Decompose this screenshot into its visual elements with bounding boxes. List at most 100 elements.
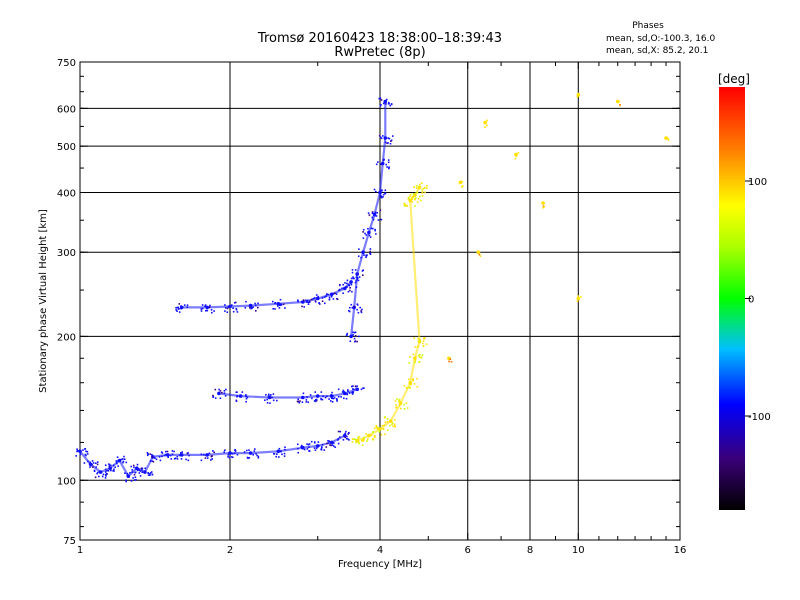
echo-dot	[342, 389, 345, 392]
echo-dot	[411, 201, 414, 203]
echo-dot	[104, 471, 107, 473]
data-point	[228, 451, 232, 455]
echo-dot	[371, 212, 374, 214]
echo-dot	[391, 423, 393, 426]
echo-dot	[149, 460, 152, 462]
echo-dot	[141, 467, 144, 470]
echo-dot	[155, 458, 158, 461]
echo-dot	[104, 477, 107, 479]
echo-dot	[141, 469, 143, 471]
echo-dot	[313, 297, 316, 299]
echo-dot	[125, 461, 128, 464]
echo-dot	[353, 331, 356, 334]
echo-dot	[272, 300, 274, 303]
echo-dot	[134, 471, 136, 474]
echo-dot	[200, 308, 203, 310]
echo-dot	[284, 446, 286, 448]
echo-dot	[210, 309, 213, 311]
y-axis-ticks: 75 100 200 300 400 500 600 750	[57, 58, 680, 547]
echo-dot	[305, 401, 308, 403]
echo-dot	[419, 339, 421, 341]
echo-dot	[255, 310, 257, 312]
echo-dot	[208, 306, 211, 308]
echo-dot	[340, 396, 342, 398]
echo-dot	[249, 307, 251, 309]
echo-dot	[369, 252, 371, 255]
echo-dot	[176, 310, 178, 312]
echo-dot	[362, 274, 364, 276]
echo-dot	[180, 452, 182, 454]
echo-dot	[351, 391, 353, 394]
echo-dot	[353, 305, 355, 308]
echo-dot	[351, 441, 354, 443]
echo-dot	[305, 299, 307, 302]
echo-dot	[115, 461, 118, 463]
echo-dot	[352, 334, 354, 336]
echo-dot	[327, 442, 330, 444]
echo-dot	[368, 234, 371, 237]
echo-dot	[272, 393, 275, 395]
data-point	[301, 300, 305, 304]
echo-dot	[281, 453, 283, 456]
echo-dot	[375, 163, 378, 166]
echo-dot	[337, 388, 340, 391]
data-point	[383, 99, 388, 104]
echo-dot	[211, 311, 213, 314]
echo-dot	[375, 215, 378, 217]
echo-dot	[417, 198, 420, 200]
echo-dot	[389, 104, 391, 107]
echo-dot	[405, 387, 408, 389]
echo-dot	[328, 398, 330, 400]
echo-dot	[91, 460, 94, 462]
echo-dot	[178, 311, 181, 313]
echo-dot	[389, 424, 391, 427]
echo-dot	[318, 302, 320, 304]
echo-dot	[331, 401, 334, 403]
echo-dot	[322, 395, 324, 398]
echo-dot	[335, 398, 338, 400]
echo-dot	[110, 469, 112, 472]
echo-dot	[341, 391, 344, 393]
echo-dot	[364, 232, 366, 235]
echo-dot	[349, 289, 351, 292]
echo-dot	[387, 137, 389, 139]
echo-dot	[409, 387, 411, 389]
echo-dot	[363, 254, 365, 256]
echo-dot	[357, 279, 360, 282]
echo-dot	[271, 396, 273, 399]
x-axis-ticks: 1 2 4 6 8 10 16	[77, 62, 686, 556]
echo-dot	[213, 310, 215, 312]
echo-dot	[328, 296, 331, 299]
echo-dot	[308, 443, 311, 445]
echo-dot	[318, 444, 320, 447]
echo-dot	[390, 139, 393, 142]
echo-dot	[257, 306, 259, 309]
echo-dot	[384, 138, 386, 140]
echo-dot	[343, 397, 345, 400]
echo-dot	[406, 407, 409, 409]
echo-dot	[280, 303, 282, 305]
echo-dot	[362, 231, 364, 233]
echo-dot	[414, 346, 417, 348]
echo-dot	[132, 477, 134, 479]
echo-dot	[270, 394, 272, 396]
echo-dot	[306, 448, 309, 450]
echo-dot	[380, 196, 383, 199]
echo-dot	[112, 464, 115, 467]
echo-dot	[139, 475, 142, 477]
echo-dot	[369, 236, 372, 238]
echo-dot	[417, 345, 419, 348]
echo-dot	[478, 253, 481, 256]
echo-dot	[301, 397, 303, 399]
echo-dot	[339, 436, 341, 438]
echo-dot	[416, 191, 419, 194]
echo-dot	[226, 307, 229, 310]
echo-dot	[346, 282, 348, 285]
echo-dot	[306, 301, 309, 303]
echo-dot	[517, 152, 520, 154]
echo-dot	[405, 205, 407, 207]
echo-dot	[393, 423, 396, 426]
echo-dot	[344, 282, 346, 284]
echo-dot	[174, 457, 177, 459]
echo-dot	[297, 443, 299, 446]
